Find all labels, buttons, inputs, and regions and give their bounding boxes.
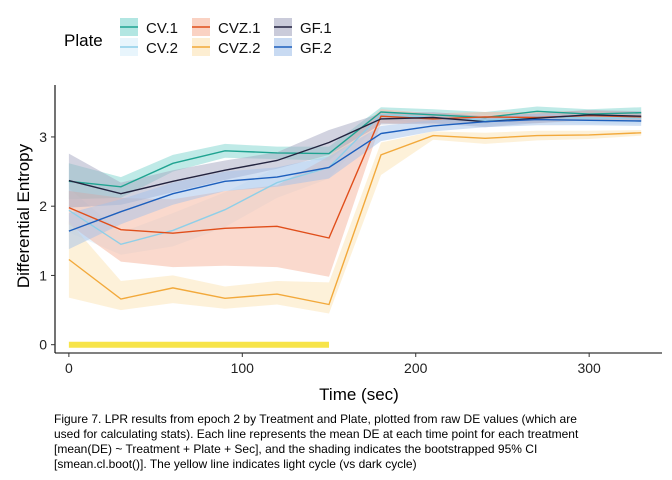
caption-line: Figure 7. LPR results from epoch 2 by Tr… (54, 412, 577, 426)
band-cvz-1 (68, 109, 642, 277)
series-line-gf-2 (68, 118, 642, 232)
legend-item-cvz-1: CVZ.1 (192, 18, 261, 37)
series-line-gf-1 (68, 114, 642, 195)
caption-line: used for calculating stats). Each line r… (54, 427, 579, 441)
axes: 0 100 200 300 0 1 2 3 (39, 85, 662, 376)
y-tick-label: 1 (39, 267, 47, 283)
legend-item-cvz-2: CVZ.2 (192, 38, 261, 57)
y-tick-label: 3 (39, 129, 47, 145)
confidence-bands (68, 106, 642, 314)
legend-item-gf-1: GF.1 (274, 18, 332, 37)
y-axis-label: Differential Entropy (14, 143, 33, 288)
legend-label: GF.1 (300, 20, 332, 37)
legend-label: CV.1 (146, 20, 178, 37)
series-line-cvz-2 (68, 132, 642, 306)
band-cvz-2 (68, 130, 642, 314)
y-tick-label: 0 (39, 337, 47, 353)
x-tick-label: 200 (404, 360, 428, 376)
legend-title: Plate (64, 31, 103, 50)
legend-label: CVZ.1 (218, 20, 261, 37)
legend-label: GF.2 (300, 40, 332, 57)
caption-line: [mean(DE) ~ Treatment + Plate + Sec], an… (54, 442, 538, 456)
legend-item-cv-1: CV.1 (120, 18, 178, 37)
x-tick-label: 100 (231, 360, 255, 376)
x-tick-label: 0 (65, 360, 73, 376)
caption-line: [smean.cl.boot()]. The yellow line indic… (54, 457, 417, 471)
legend-label: CVZ.2 (218, 40, 261, 57)
x-tick-label: 300 (577, 360, 601, 376)
figure-caption: Figure 7. LPR results from epoch 2 by Tr… (54, 412, 654, 472)
legend: Plate CV.1 CV.2 CVZ.1 CVZ.2 GF.1 GF.2 (64, 18, 332, 57)
legend-label: CV.2 (146, 40, 178, 57)
series-lines (68, 110, 642, 306)
legend-item-gf-2: GF.2 (274, 38, 332, 57)
series-line-cv-1 (68, 110, 642, 188)
legend-item-cv-2: CV.2 (120, 38, 178, 57)
y-tick-label: 2 (39, 198, 47, 214)
x-axis-label: Time (sec) (319, 385, 399, 404)
